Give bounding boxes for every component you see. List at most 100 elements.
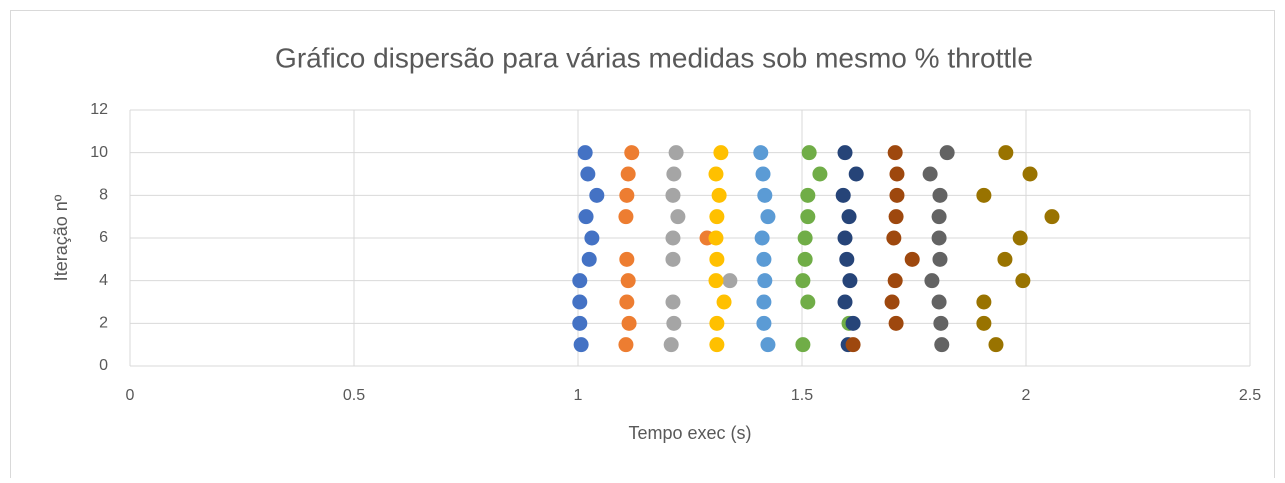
y-tick-label: 12 (90, 101, 108, 118)
point (755, 166, 771, 182)
point (976, 294, 992, 310)
point (711, 187, 727, 203)
point (620, 273, 636, 289)
point (1022, 166, 1038, 182)
point (848, 166, 864, 182)
point (997, 251, 1013, 267)
point (801, 145, 817, 161)
point (708, 230, 724, 246)
point (713, 145, 729, 161)
point (933, 315, 949, 331)
point (624, 145, 640, 161)
point (708, 166, 724, 182)
point (589, 187, 605, 203)
point (976, 315, 992, 331)
point (756, 251, 772, 267)
point (931, 230, 947, 246)
point (889, 187, 905, 203)
point (757, 273, 773, 289)
point (800, 187, 816, 203)
point (1012, 230, 1028, 246)
point (757, 187, 773, 203)
point (1044, 209, 1060, 225)
point (716, 294, 732, 310)
point (924, 273, 940, 289)
point (922, 166, 938, 182)
point (800, 209, 816, 225)
point (886, 230, 902, 246)
point (577, 145, 593, 161)
point (795, 273, 811, 289)
point (976, 187, 992, 203)
point (939, 145, 955, 161)
point (619, 294, 635, 310)
point (756, 315, 772, 331)
point (581, 251, 597, 267)
y-axis-title: Iteração nº (51, 194, 71, 281)
x-tick-label: 2 (1022, 387, 1031, 404)
point (665, 294, 681, 310)
point (709, 251, 725, 267)
y-tick-label: 4 (99, 272, 108, 289)
point (835, 187, 851, 203)
point (931, 294, 947, 310)
point (572, 273, 588, 289)
point (841, 209, 857, 225)
point (619, 187, 635, 203)
point (842, 273, 858, 289)
point (845, 315, 861, 331)
point (837, 230, 853, 246)
point (709, 337, 725, 353)
point (620, 166, 636, 182)
x-tick-label: 0 (126, 387, 135, 404)
point (797, 251, 813, 267)
point (932, 251, 948, 267)
x-tick-label: 1 (574, 387, 583, 404)
point (618, 337, 634, 353)
y-tick-label: 10 (90, 144, 108, 161)
point (665, 230, 681, 246)
point (888, 315, 904, 331)
point (621, 315, 637, 331)
point (670, 209, 686, 225)
point (932, 187, 948, 203)
point (668, 145, 684, 161)
point (812, 166, 828, 182)
point (837, 145, 853, 161)
point (572, 294, 588, 310)
point (884, 294, 900, 310)
point (756, 294, 772, 310)
point (572, 315, 588, 331)
chart-border (10, 10, 1275, 481)
point (754, 230, 770, 246)
point (709, 315, 725, 331)
point (795, 337, 811, 353)
point (839, 251, 855, 267)
point (663, 337, 679, 353)
point (934, 337, 950, 353)
y-tick-label: 0 (99, 357, 108, 374)
point (708, 273, 724, 289)
chart-title: Gráfico dispersão para várias medidas so… (275, 42, 1033, 73)
point (618, 209, 634, 225)
point (619, 251, 635, 267)
point (753, 145, 769, 161)
point (845, 337, 861, 353)
point (800, 294, 816, 310)
point (888, 209, 904, 225)
point (665, 187, 681, 203)
x-tick-label: 1.5 (791, 387, 813, 404)
point (666, 315, 682, 331)
x-tick-label: 2.5 (1239, 387, 1261, 404)
x-axis-title: Tempo exec (s) (628, 423, 751, 443)
point (887, 273, 903, 289)
point (573, 337, 589, 353)
point (722, 273, 738, 289)
point (584, 230, 600, 246)
x-tick-label: 0.5 (343, 387, 365, 404)
point (837, 294, 853, 310)
point (797, 230, 813, 246)
y-tick-label: 2 (99, 315, 108, 332)
point (580, 166, 596, 182)
point (666, 166, 682, 182)
